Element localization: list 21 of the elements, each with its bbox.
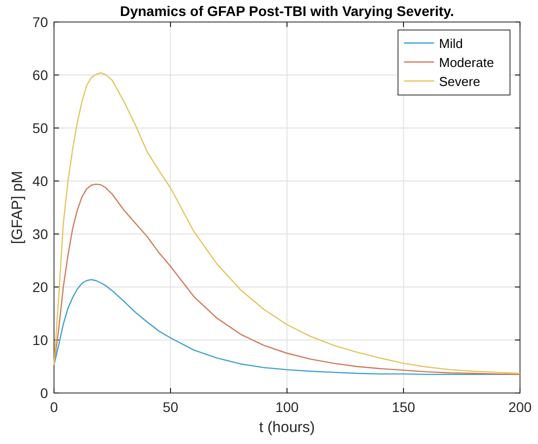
- x-tick-label: 0: [50, 399, 58, 415]
- y-tick-label: 60: [32, 67, 48, 83]
- legend-label: Mild: [439, 36, 463, 51]
- line-series: [53, 184, 521, 376]
- y-tick-label: 0: [40, 385, 48, 401]
- x-tick-label: 200: [508, 399, 532, 415]
- y-axis-title: [GFAP] pM: [9, 170, 26, 244]
- y-tick-label: 30: [32, 226, 48, 242]
- y-tick-label: 10: [32, 332, 48, 348]
- x-tick-label: 150: [392, 399, 416, 415]
- x-tick-label: 100: [275, 399, 299, 415]
- y-tick-label: 40: [32, 173, 48, 189]
- x-tick-label: 50: [162, 399, 178, 415]
- legend-label: Severe: [439, 74, 480, 89]
- legend-label: Moderate: [439, 55, 494, 70]
- line-series: [53, 72, 521, 374]
- y-tick-label: 20: [32, 279, 48, 295]
- chart-title: Dynamics of GFAP Post-TBI with Varying Severity.: [120, 3, 454, 19]
- x-axis-title: t (hours): [259, 419, 315, 436]
- y-tick-label: 50: [32, 120, 48, 136]
- y-tick-label: 70: [32, 14, 48, 30]
